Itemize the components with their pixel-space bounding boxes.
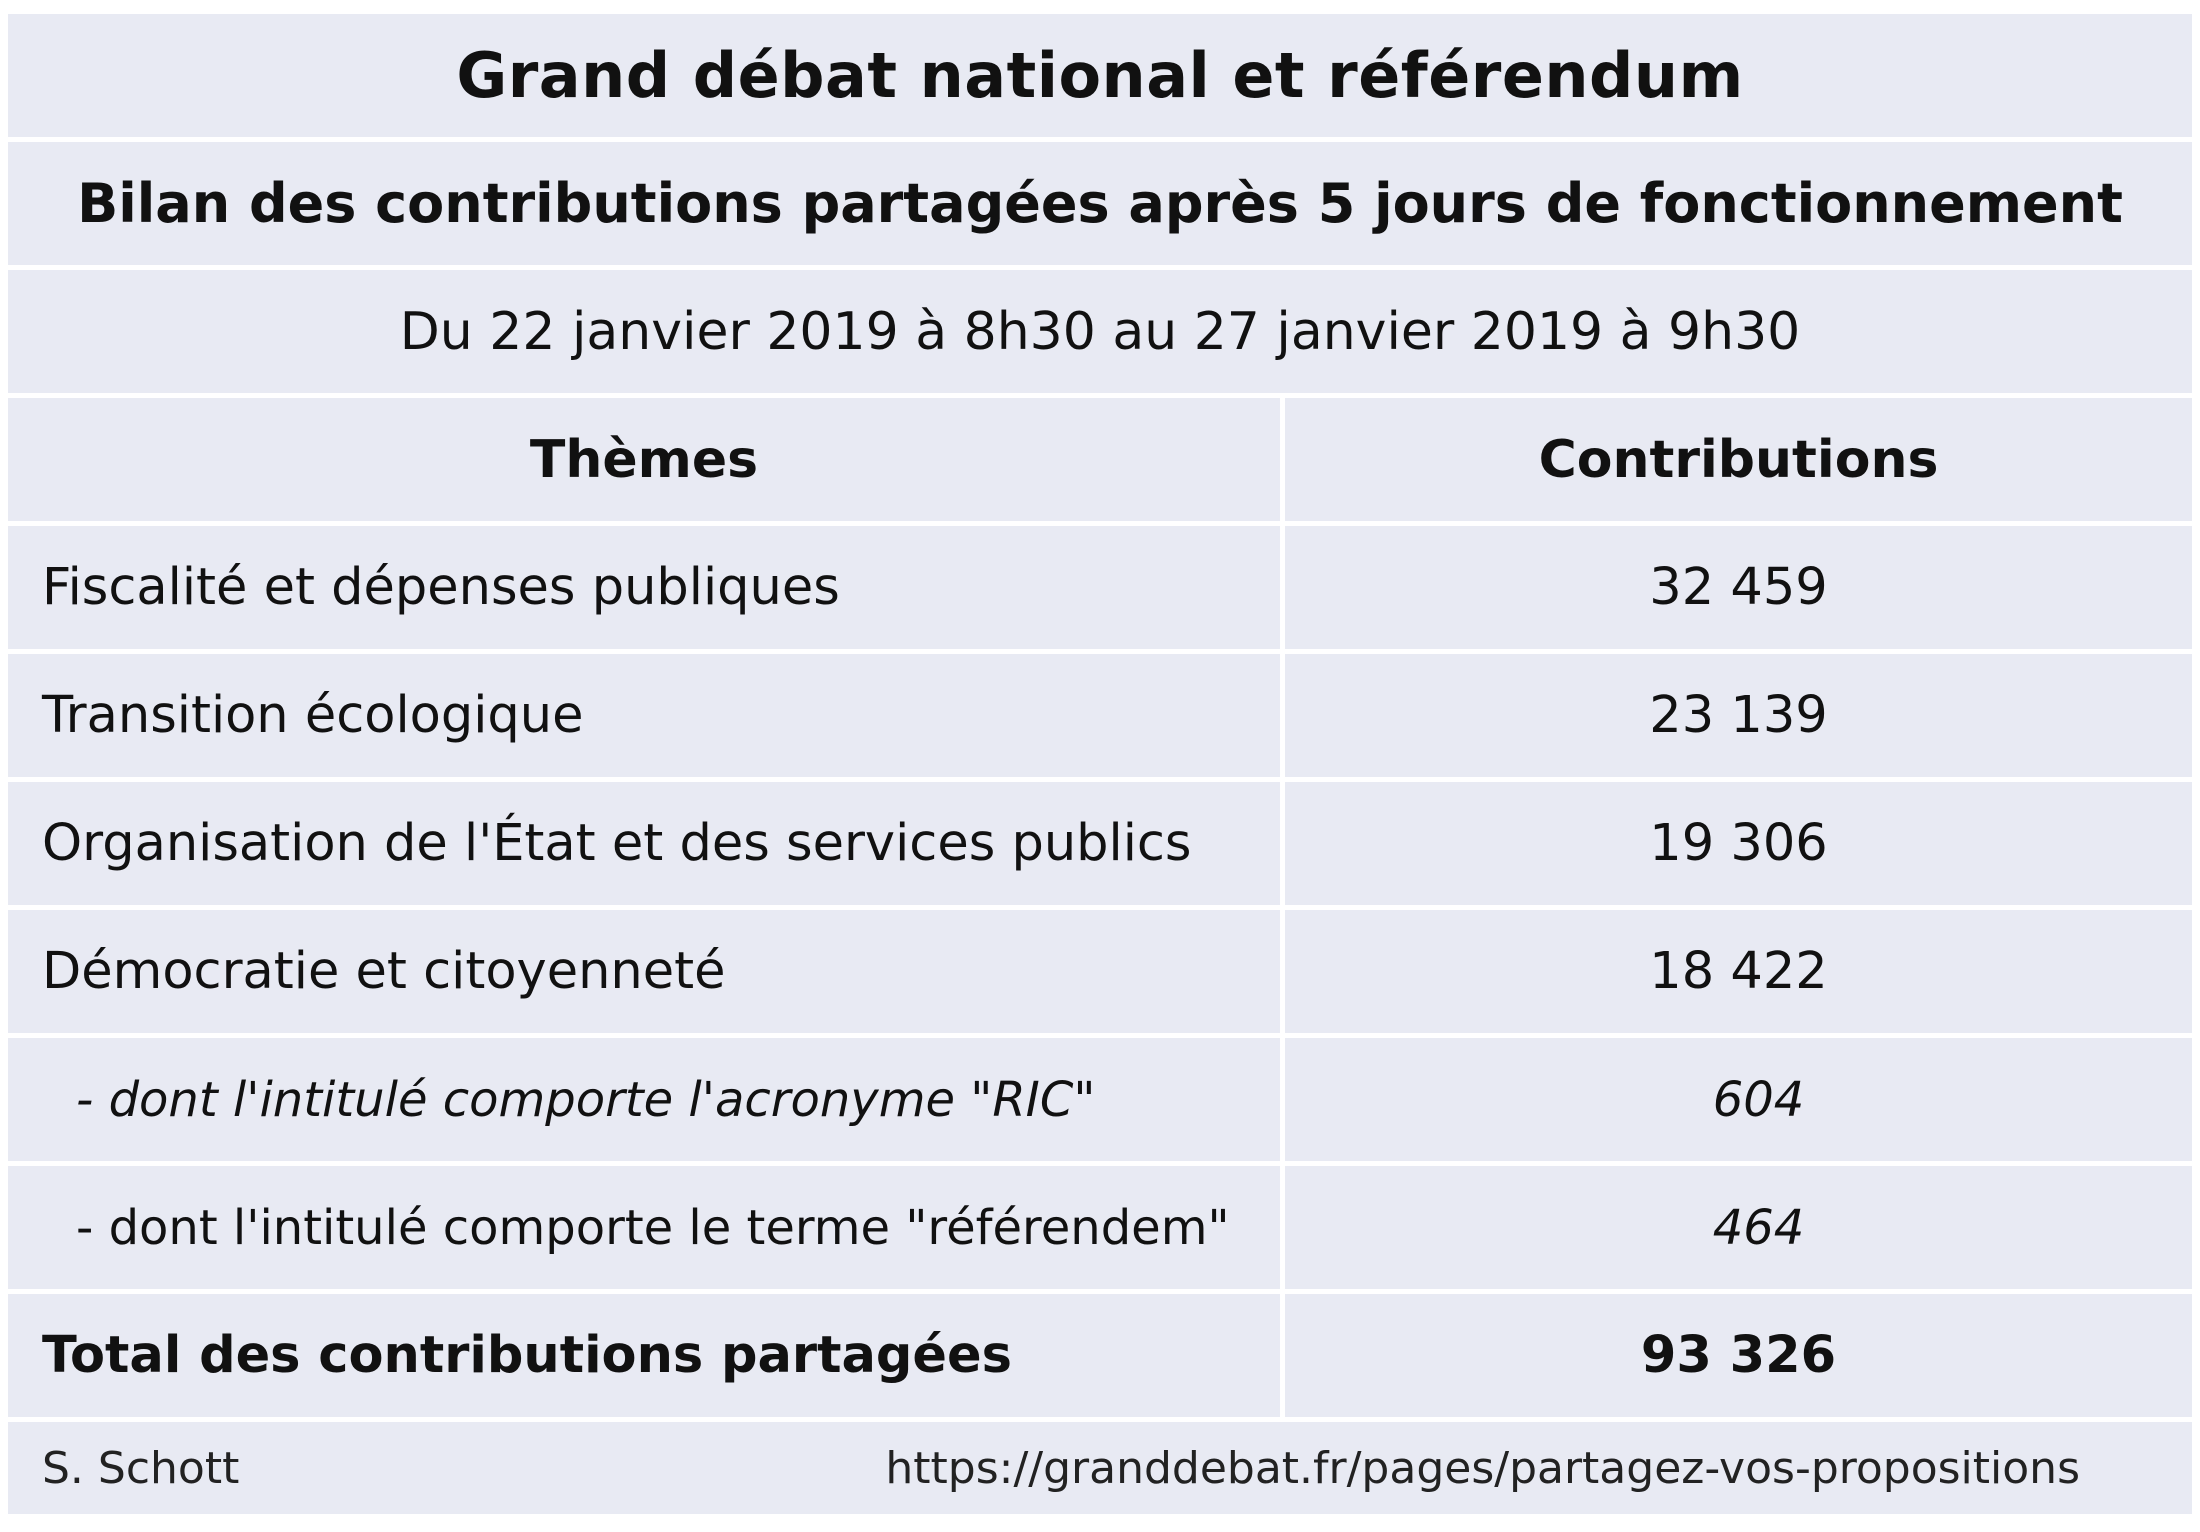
theme-cell: Démocratie et citoyenneté bbox=[8, 910, 1280, 1033]
period-text: Du 22 janvier 2019 à 8h30 au 27 janvier … bbox=[8, 270, 2192, 393]
value-cell: 32 459 bbox=[1285, 526, 2192, 649]
table-row: - dont l'intitulé comporte l'acronyme "R… bbox=[8, 1038, 2192, 1161]
total-value: 93 326 bbox=[1285, 1294, 2192, 1417]
source-url: https://granddebat.fr/pages/partagez-vos… bbox=[885, 1442, 2080, 1494]
contributions-table: Grand débat national et référendum Bilan… bbox=[8, 14, 2192, 1514]
total-row: Total des contributions partagées 93 326 bbox=[8, 1294, 2192, 1417]
sub-theme-cell: - dont l'intitulé comporte l'acronyme "R… bbox=[8, 1038, 1280, 1161]
header-themes: Thèmes bbox=[8, 398, 1280, 521]
theme-cell: Organisation de l'État et des services p… bbox=[8, 782, 1280, 905]
table-title: Grand débat national et référendum bbox=[8, 14, 2192, 137]
table-row: Organisation de l'État et des services p… bbox=[8, 782, 2192, 905]
sub-value-cell: 464 bbox=[1285, 1166, 2192, 1289]
table-subtitle: Bilan des contributions partagées après … bbox=[8, 142, 2192, 265]
author-credit: S. Schott bbox=[42, 1442, 240, 1494]
subtitle-row: Bilan des contributions partagées après … bbox=[8, 142, 2192, 265]
theme-cell: Fiscalité et dépenses publiques bbox=[8, 526, 1280, 649]
sub-value-cell: 604 bbox=[1285, 1038, 2192, 1161]
total-label: Total des contributions partagées bbox=[8, 1294, 1280, 1417]
value-cell: 23 139 bbox=[1285, 654, 2192, 777]
header-contributions: Contributions bbox=[1285, 398, 2192, 521]
footer-row: S. Schott https://granddebat.fr/pages/pa… bbox=[8, 1422, 2192, 1514]
sub-theme-cell: - dont l'intitulé comporte le terme "réf… bbox=[8, 1166, 1280, 1289]
value-cell: 18 422 bbox=[1285, 910, 2192, 1033]
table-row: Fiscalité et dépenses publiques 32 459 bbox=[8, 526, 2192, 649]
footer: S. Schott https://granddebat.fr/pages/pa… bbox=[8, 1422, 2192, 1514]
table-row: Démocratie et citoyenneté 18 422 bbox=[8, 910, 2192, 1033]
table-row: - dont l'intitulé comporte le terme "réf… bbox=[8, 1166, 2192, 1289]
header-row: Thèmes Contributions bbox=[8, 398, 2192, 521]
value-cell: 19 306 bbox=[1285, 782, 2192, 905]
title-row: Grand débat national et référendum bbox=[8, 14, 2192, 137]
table-row: Transition écologique 23 139 bbox=[8, 654, 2192, 777]
period-row: Du 22 janvier 2019 à 8h30 au 27 janvier … bbox=[8, 270, 2192, 393]
theme-cell: Transition écologique bbox=[8, 654, 1280, 777]
